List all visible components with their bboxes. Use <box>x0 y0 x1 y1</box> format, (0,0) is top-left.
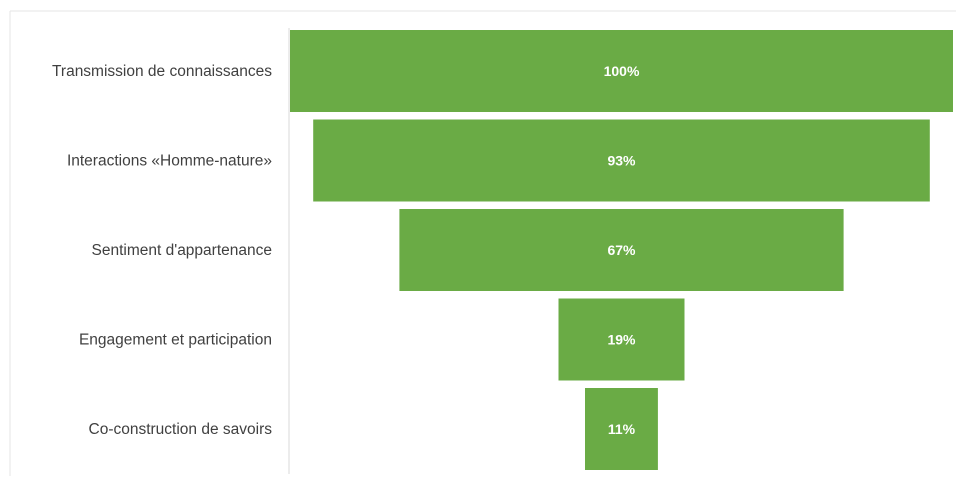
value-labels-layer: 100% 93% 67% 19% 11% <box>604 63 640 437</box>
funnel-bar <box>399 209 844 291</box>
value-label: 19% <box>607 332 636 348</box>
funnel-bar <box>290 30 953 112</box>
category-label: Engagement et participation <box>79 332 272 349</box>
value-label: 67% <box>607 242 636 258</box>
bars-layer <box>290 30 953 470</box>
category-label: Co-construction de savoirs <box>89 421 273 438</box>
category-label: Transmission de connaissances <box>52 63 272 80</box>
funnel-bar <box>585 388 658 470</box>
value-label: 100% <box>604 63 640 79</box>
value-label: 93% <box>607 153 636 169</box>
category-labels-layer: Transmission de connaissances Interaction… <box>52 63 272 438</box>
category-label: Interactions «Homme-nature» <box>67 153 272 170</box>
value-label: 11% <box>608 421 636 437</box>
funnel-bar <box>313 119 930 202</box>
category-label: Sentiment d'appartenance <box>92 242 272 259</box>
funnel-bar <box>558 298 685 381</box>
